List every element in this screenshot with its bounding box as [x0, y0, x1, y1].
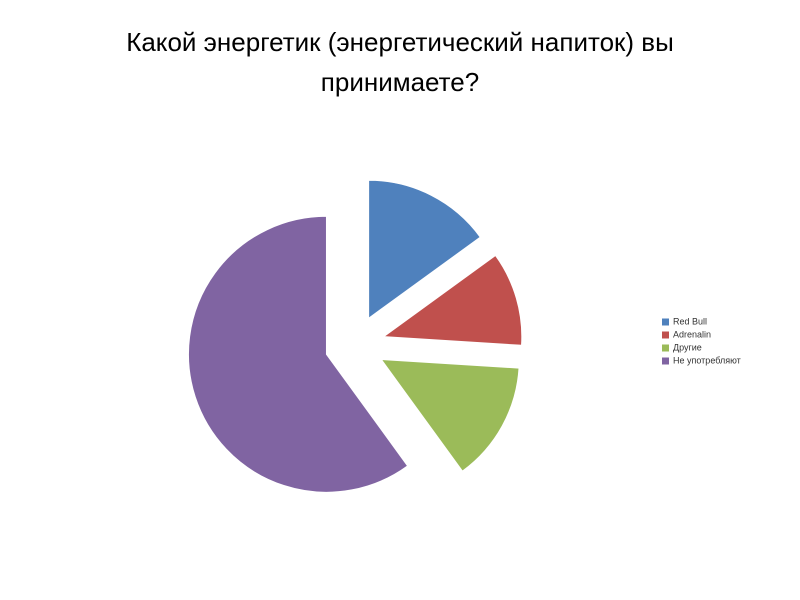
legend-swatch — [662, 344, 669, 352]
pie-slice — [382, 254, 523, 346]
chart-title: Какой энергетик (энергетический напиток)… — [126, 27, 674, 97]
legend-swatch — [662, 331, 669, 339]
legend-swatch — [662, 357, 669, 365]
legend-label: Другие — [673, 342, 702, 352]
legend-label: Не употребляют — [673, 355, 741, 365]
legend-swatch — [662, 318, 669, 326]
legend-label: Red Bull — [673, 316, 707, 326]
pie-slice — [380, 358, 520, 472]
pie-slice — [188, 215, 409, 493]
pie-slice — [368, 179, 481, 320]
legend-label: Adrenalin — [673, 329, 711, 339]
